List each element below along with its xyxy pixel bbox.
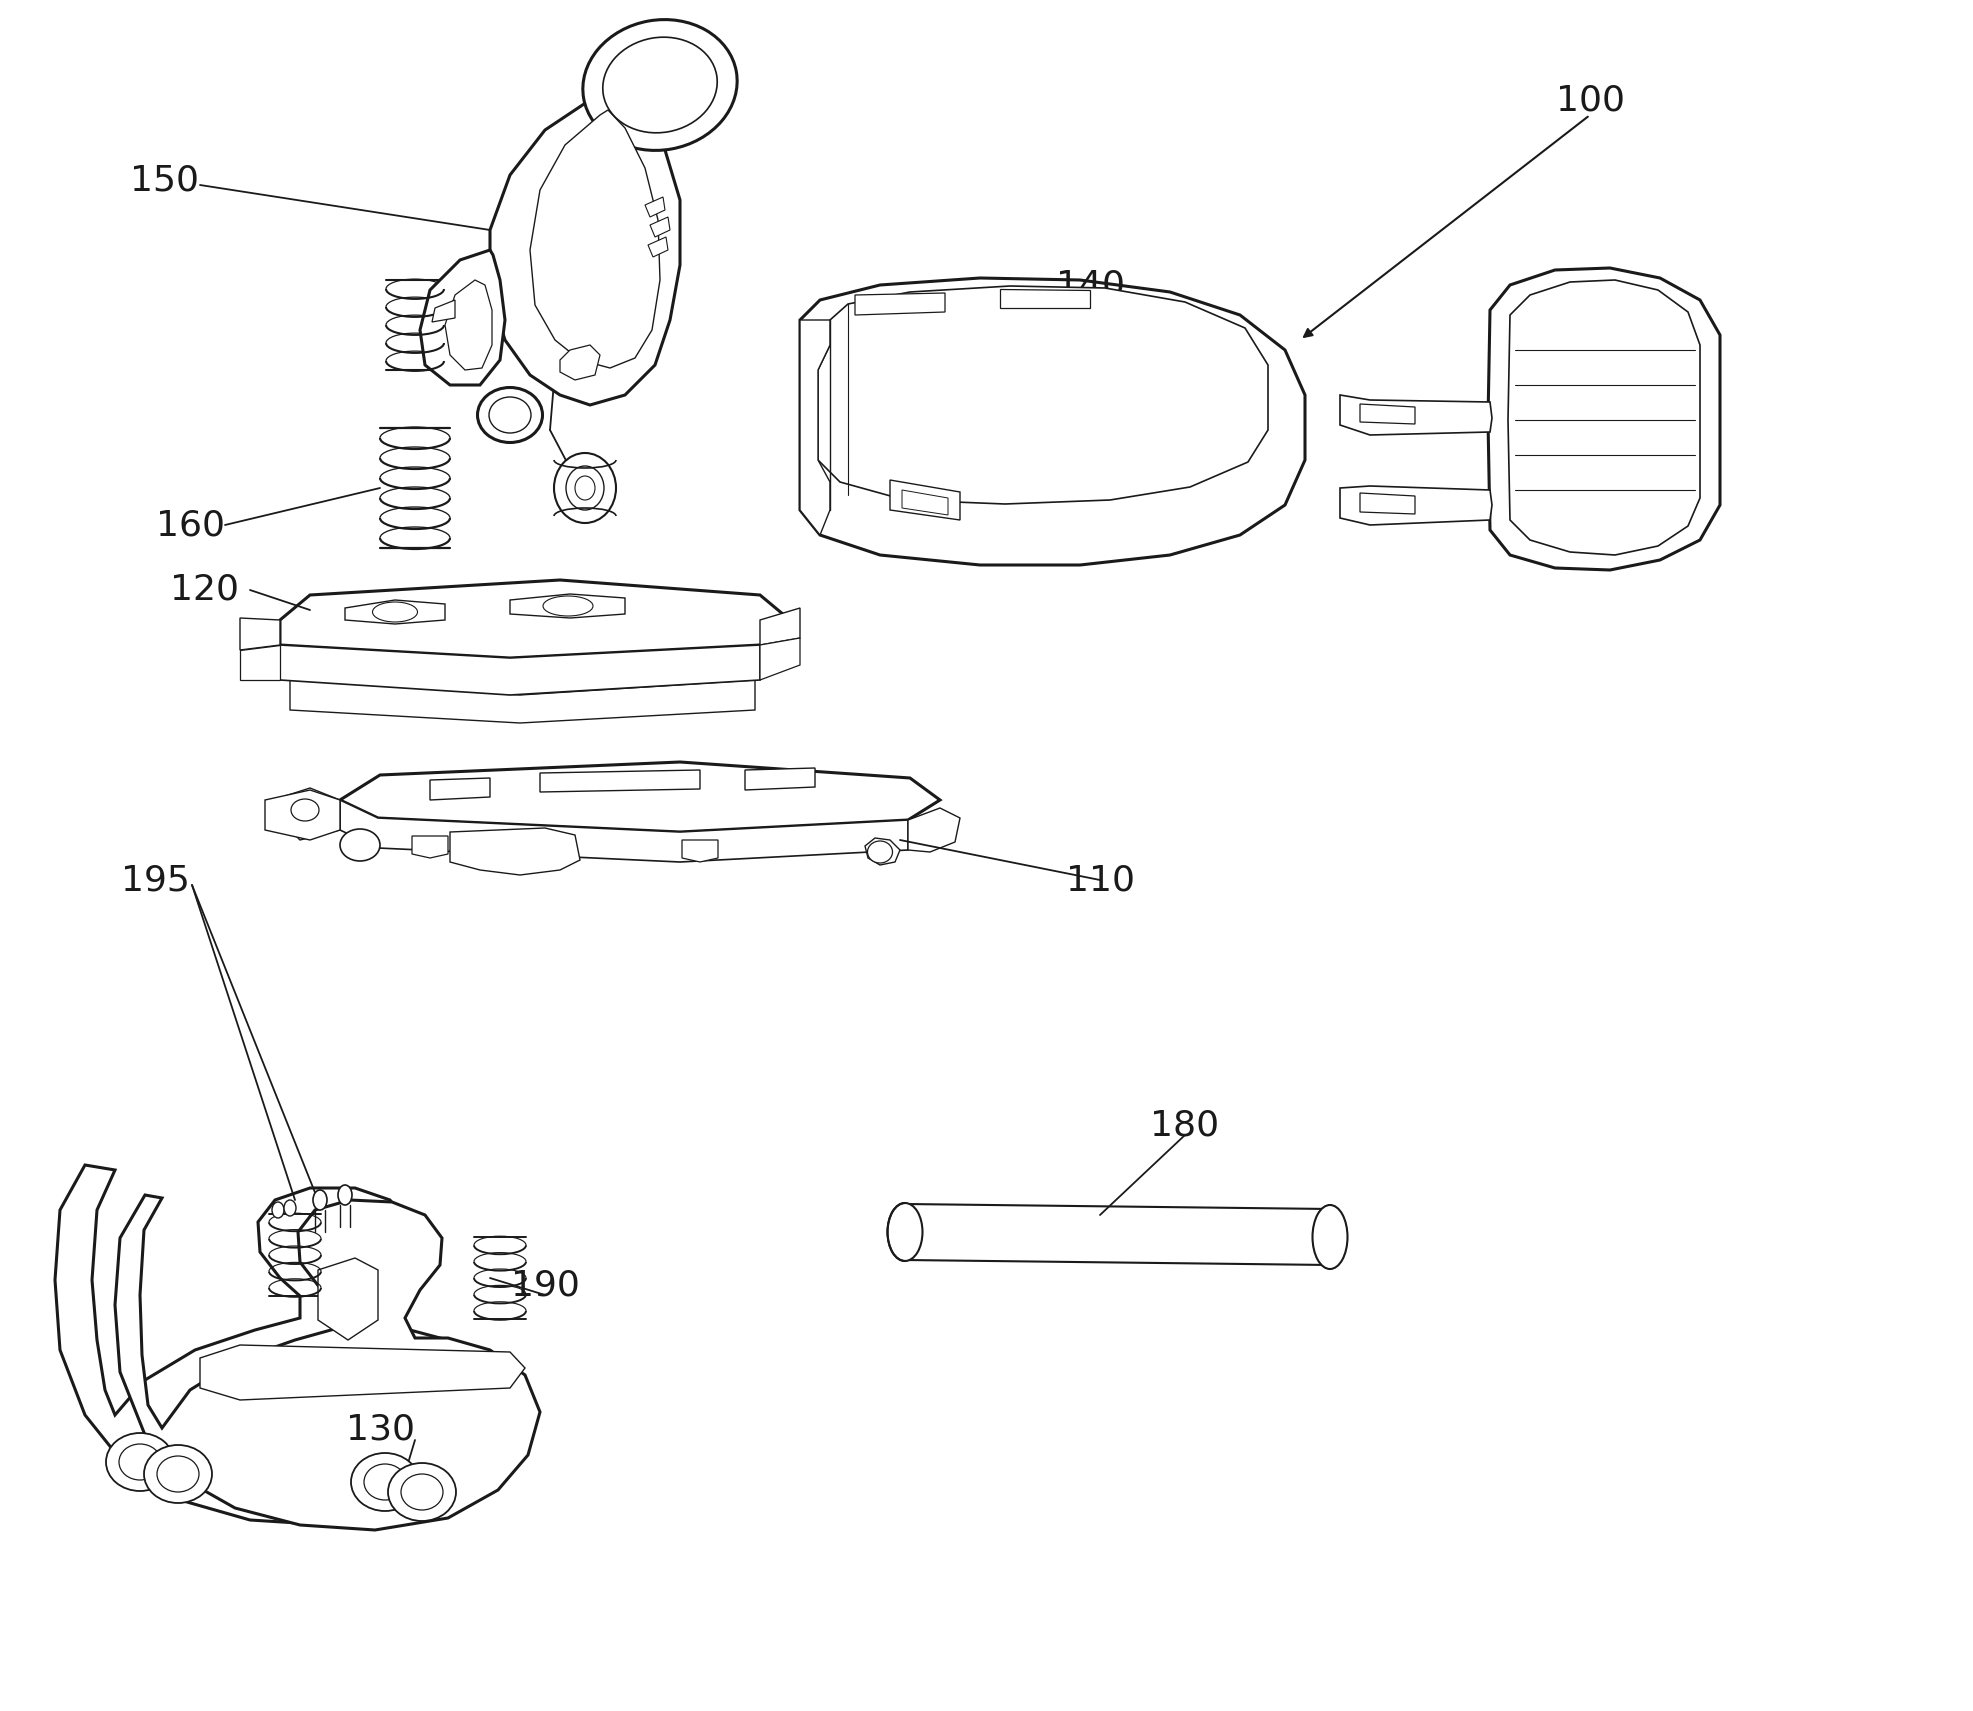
Polygon shape — [199, 1345, 525, 1400]
Text: 160: 160 — [156, 508, 225, 542]
Polygon shape — [529, 110, 659, 368]
Ellipse shape — [314, 1189, 328, 1210]
Polygon shape — [241, 618, 280, 650]
Ellipse shape — [489, 397, 531, 433]
Text: 110: 110 — [1065, 862, 1134, 897]
Text: 120: 120 — [170, 573, 239, 607]
Ellipse shape — [363, 1465, 406, 1501]
Polygon shape — [902, 489, 947, 515]
Polygon shape — [649, 217, 669, 238]
Polygon shape — [541, 770, 700, 792]
Polygon shape — [744, 768, 815, 790]
Polygon shape — [450, 828, 580, 874]
Polygon shape — [264, 790, 339, 840]
Polygon shape — [799, 320, 829, 536]
Polygon shape — [854, 293, 945, 315]
Polygon shape — [1507, 281, 1699, 554]
Ellipse shape — [602, 38, 716, 133]
Ellipse shape — [477, 387, 543, 443]
Polygon shape — [489, 96, 679, 406]
Ellipse shape — [373, 602, 416, 623]
Text: 140: 140 — [1056, 269, 1125, 303]
Text: 100: 100 — [1555, 84, 1624, 116]
Polygon shape — [760, 638, 799, 679]
Polygon shape — [345, 601, 444, 625]
Ellipse shape — [888, 1203, 921, 1261]
Ellipse shape — [574, 476, 594, 500]
Ellipse shape — [554, 453, 616, 524]
Polygon shape — [339, 761, 939, 832]
Polygon shape — [1340, 395, 1492, 435]
Ellipse shape — [866, 842, 892, 862]
Polygon shape — [864, 838, 900, 866]
Polygon shape — [560, 346, 600, 380]
Polygon shape — [509, 594, 625, 618]
Ellipse shape — [118, 1444, 162, 1480]
Ellipse shape — [582, 19, 736, 151]
Polygon shape — [444, 281, 491, 370]
Ellipse shape — [290, 799, 320, 821]
Polygon shape — [799, 277, 1304, 565]
Polygon shape — [647, 238, 667, 257]
Polygon shape — [681, 840, 718, 862]
Polygon shape — [241, 645, 280, 679]
Polygon shape — [280, 789, 339, 840]
Ellipse shape — [272, 1203, 284, 1218]
Polygon shape — [890, 481, 959, 520]
Text: 170: 170 — [521, 339, 590, 371]
Ellipse shape — [337, 1186, 351, 1205]
Ellipse shape — [566, 465, 604, 510]
Ellipse shape — [1312, 1205, 1348, 1270]
Polygon shape — [430, 779, 489, 801]
Ellipse shape — [543, 595, 592, 616]
Ellipse shape — [284, 1199, 296, 1217]
Polygon shape — [817, 286, 1267, 505]
Text: 195: 195 — [120, 862, 189, 897]
Polygon shape — [908, 808, 959, 852]
Polygon shape — [760, 607, 799, 645]
Polygon shape — [318, 1258, 377, 1340]
Ellipse shape — [158, 1456, 199, 1492]
Polygon shape — [412, 837, 448, 857]
Ellipse shape — [339, 830, 381, 861]
Polygon shape — [280, 580, 789, 659]
Ellipse shape — [107, 1434, 174, 1490]
Polygon shape — [420, 250, 505, 385]
Polygon shape — [1340, 486, 1492, 525]
Polygon shape — [645, 197, 665, 217]
Ellipse shape — [144, 1446, 211, 1502]
Text: 150: 150 — [130, 163, 199, 197]
Polygon shape — [55, 1165, 505, 1525]
Polygon shape — [1359, 404, 1415, 424]
Polygon shape — [1000, 289, 1089, 308]
Text: 180: 180 — [1150, 1109, 1219, 1141]
Polygon shape — [432, 299, 454, 322]
Polygon shape — [114, 1194, 541, 1530]
Ellipse shape — [351, 1453, 418, 1511]
Polygon shape — [1488, 269, 1718, 570]
Text: 140: 140 — [1565, 313, 1634, 347]
Polygon shape — [280, 645, 760, 695]
Polygon shape — [1359, 493, 1415, 513]
Text: 130: 130 — [345, 1413, 414, 1448]
Polygon shape — [339, 801, 908, 862]
Text: 190: 190 — [511, 1268, 580, 1302]
Ellipse shape — [401, 1473, 442, 1511]
Ellipse shape — [389, 1463, 456, 1521]
Polygon shape — [290, 679, 754, 724]
